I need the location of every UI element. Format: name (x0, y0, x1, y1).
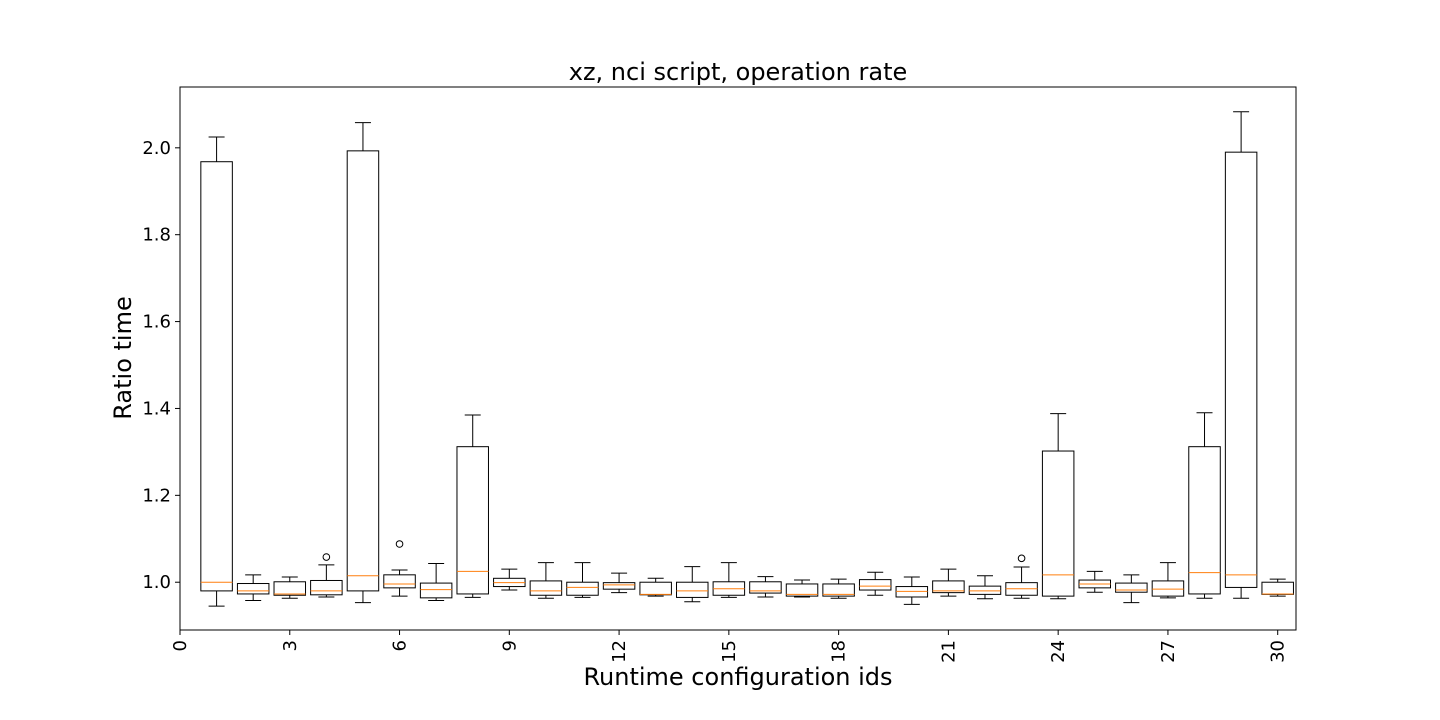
box-19 (858, 571, 892, 596)
box-body (1188, 446, 1221, 595)
box-29 (1224, 111, 1258, 599)
box-body (968, 585, 1002, 595)
box-13 (639, 577, 672, 597)
box-1 (200, 136, 233, 607)
box-12 (602, 572, 636, 594)
box-body (346, 150, 380, 592)
x-tick-label: 18 (829, 640, 850, 663)
y-tick-label: 1.0 (142, 572, 171, 593)
box-body (676, 581, 709, 598)
box-23 (1005, 554, 1038, 599)
box-body (383, 574, 416, 589)
x-tick-label: 30 (1268, 640, 1289, 663)
box-4 (310, 553, 343, 598)
box-3 (273, 576, 307, 599)
box-body (749, 581, 782, 594)
x-tick-label: 15 (719, 640, 740, 663)
x-tick-label: 24 (1048, 640, 1069, 663)
box-20 (895, 576, 929, 605)
box-9 (493, 568, 526, 591)
x-axis: 0 3 6 9 12 15 18 21 24 27 30 (170, 630, 1289, 663)
box-2 (236, 574, 270, 601)
box-18 (822, 578, 855, 599)
box-body (785, 583, 819, 597)
y-tick-label: 2.0 (142, 138, 171, 159)
y-axis: 1.0 1.2 1.4 1.6 1.8 2.0 (142, 138, 180, 593)
box-body (310, 579, 343, 596)
box-body (1115, 582, 1148, 593)
box-5 (346, 122, 380, 604)
x-tick-label: 0 (170, 640, 191, 651)
box-26 (1115, 574, 1148, 604)
box-body (456, 446, 489, 595)
box-body (602, 582, 636, 590)
box-body (858, 579, 892, 591)
box-10 (529, 562, 563, 599)
flier-point (322, 553, 331, 561)
plot-area (200, 111, 1294, 607)
box-30 (1261, 578, 1294, 597)
box-17 (785, 579, 819, 598)
flier-point (395, 540, 404, 548)
box-body (1261, 581, 1294, 595)
box-25 (1078, 570, 1112, 593)
box-body (273, 581, 307, 596)
box-24 (1041, 413, 1075, 600)
box-6 (383, 540, 416, 597)
box-28 (1188, 412, 1221, 599)
chart-title: xz, nci script, operation rate (569, 58, 908, 86)
flier-point (1017, 554, 1026, 563)
box-body (822, 583, 855, 597)
box-21 (932, 568, 965, 597)
box-27 (1151, 562, 1185, 599)
box-22 (968, 575, 1002, 600)
box-body (529, 580, 563, 596)
box-body (932, 580, 965, 594)
box-body (1041, 450, 1075, 597)
y-tick-label: 1.2 (142, 485, 171, 506)
y-tick-label: 1.6 (142, 312, 171, 333)
x-tick-label: 9 (499, 640, 520, 651)
box-body (566, 581, 599, 596)
box-body (1151, 580, 1185, 597)
box-11 (566, 562, 599, 598)
x-tick-label: 21 (938, 640, 959, 663)
box-7 (419, 563, 453, 601)
box-15 (712, 562, 746, 598)
box-body (1224, 151, 1258, 588)
x-tick-label: 12 (609, 640, 630, 663)
plot-frame (179, 86, 1297, 631)
x-tick-label: 3 (280, 640, 301, 651)
x-tick-label: 6 (390, 640, 411, 651)
y-tick-label: 1.8 (142, 225, 171, 246)
x-axis-label: Runtime configuration ids (583, 663, 892, 691)
box-8 (456, 414, 489, 598)
y-tick-label: 1.4 (142, 398, 171, 419)
box-body (200, 161, 233, 592)
y-axis-label: Ratio time (109, 296, 137, 419)
box-body (236, 583, 270, 595)
box-body (419, 582, 453, 599)
box-16 (749, 576, 782, 598)
box-14 (676, 566, 709, 603)
box-body (639, 581, 672, 596)
x-tick-label: 27 (1158, 640, 1179, 663)
